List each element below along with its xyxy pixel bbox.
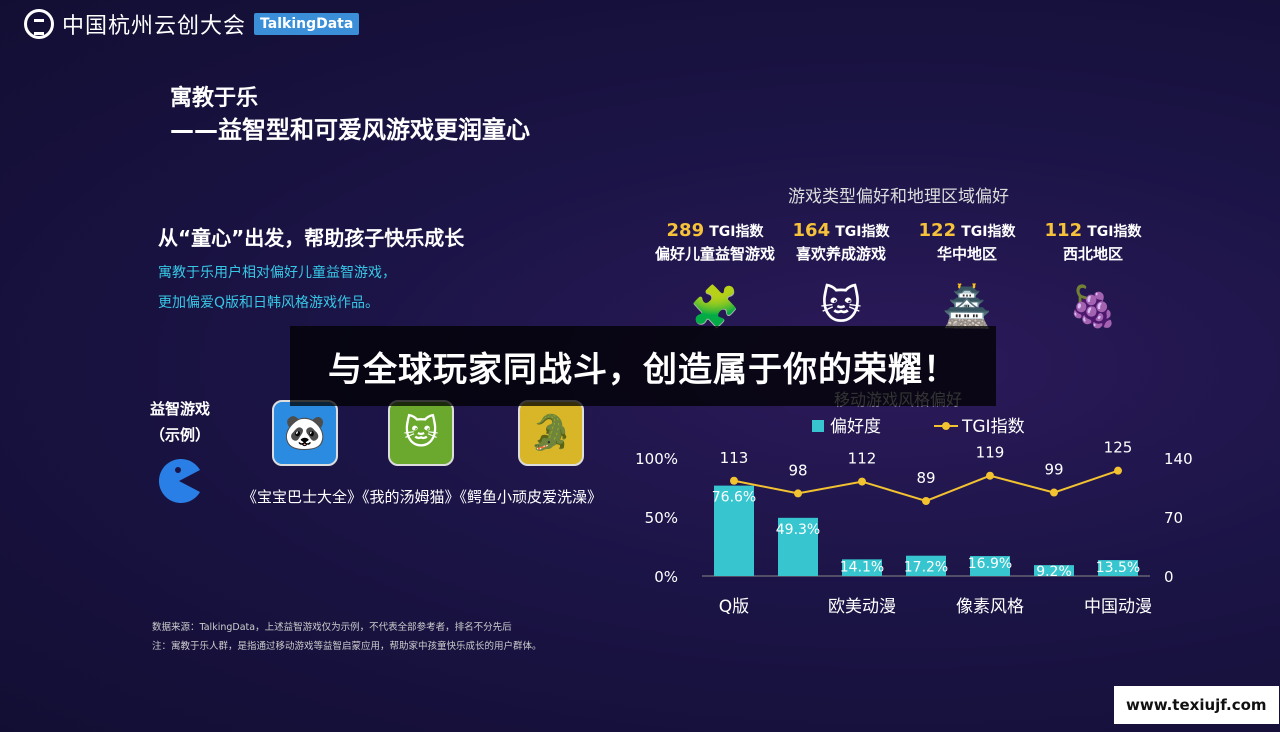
games-caption: 《宝宝巴士大全》《我的汤姆猫》《鳄鱼小顽皮爱洗澡》 — [242, 488, 603, 506]
footnote-note: 注：寓教于乐人群，是指通过移动游戏等益智启蒙应用，帮助家中孩童快乐成长的用户群体… — [152, 641, 542, 652]
stat-1: 289 TGI指数偏好儿童益智游戏 — [640, 220, 790, 264]
stat-unit: TGI指数 — [835, 224, 890, 240]
bar-value-label: 13.5% — [1096, 560, 1140, 576]
tgi-point — [730, 476, 738, 485]
stat-3: 122 TGI指数华中地区 — [892, 220, 1042, 264]
tgi-value-label: 113 — [720, 449, 749, 467]
tgi-value-label: 89 — [916, 469, 935, 487]
header-logo: 中国杭州云创大会 TalkingData — [24, 8, 360, 40]
pagoda-icon: 🏯 — [942, 283, 992, 330]
stat-value: 122 — [918, 220, 957, 241]
bar-value-label: 17.2% — [904, 560, 948, 576]
y-left-tick: 50% — [645, 509, 678, 527]
logo-text: 中国杭州云创大会 — [62, 14, 247, 39]
x-tick-label: Q版 — [719, 597, 749, 617]
legend-bar-label: 偏好度 — [830, 417, 881, 437]
grapes-icon: 🍇 — [1068, 283, 1118, 330]
bar-value-label: 16.9% — [968, 556, 1012, 572]
description-line-1: 寓教于乐用户相对偏好儿童益智游戏， — [158, 265, 396, 281]
watermark: www.texiujf.com — [1114, 686, 1279, 724]
tgi-point — [922, 496, 930, 505]
y-right-tick: 70 — [1164, 509, 1183, 527]
x-tick-label: 欧美动漫 — [828, 597, 896, 617]
puzzle-icon: 🧩 — [690, 283, 740, 330]
bar — [1034, 565, 1074, 576]
tgi-value-label: 119 — [976, 444, 1005, 462]
page-title: 寓教于乐 — [170, 86, 259, 111]
footnote-source: 数据来源：TalkingData，上述益智游戏仅为示例，不代表全部参考者，排名不… — [152, 622, 512, 633]
preference-title: 游戏类型偏好和地理区域偏好 — [788, 187, 1009, 207]
overlay-banner: 与全球玩家同战斗，创造属于你的荣耀！ — [290, 326, 996, 406]
section-heading: 从“童心”出发，帮助孩子快乐成长 — [158, 226, 465, 250]
edu-games-label: 益智游戏 （示例） — [140, 396, 220, 448]
section-description: 寓教于乐用户相对偏好儿童益智游戏， 更加偏爱Q版和日韩风格游戏作品。 — [158, 258, 478, 318]
bar-value-label: 14.1% — [840, 559, 884, 575]
edu-label-line1: 益智游戏 — [149, 400, 210, 418]
tgi-value-label: 99 — [1044, 461, 1063, 479]
tgi-value-label: 98 — [788, 461, 807, 479]
panda-bus-app-icon: 🐼 — [272, 400, 338, 466]
talkingdata-badge: TalkingData — [254, 13, 360, 35]
tgi-value-label: 112 — [848, 450, 877, 468]
tgi-point — [794, 489, 802, 498]
bar — [1098, 560, 1138, 576]
x-tick-label: 像素风格 — [956, 597, 1024, 617]
tgi-point — [1050, 488, 1058, 497]
y-right-tick: 0 — [1164, 568, 1174, 586]
stat-value: 112 — [1044, 220, 1083, 241]
legend-line-label: TGI指数 — [961, 417, 1025, 437]
stat-value: 164 — [792, 220, 831, 241]
stat-desc: 西北地区 — [1062, 245, 1123, 263]
stat-value: 289 — [666, 220, 705, 241]
y-left-tick: 100% — [635, 450, 678, 468]
stat-unit: TGI指数 — [709, 224, 764, 240]
y-left-tick: 0% — [654, 568, 678, 586]
stat-desc: 偏好儿童益智游戏 — [654, 245, 775, 263]
cloud-logo-icon — [24, 9, 54, 39]
bar-value-label: 9.2% — [1036, 564, 1072, 580]
stat-desc: 喜欢养成游戏 — [795, 245, 886, 263]
bar — [778, 517, 818, 576]
stat-desc: 华中地区 — [936, 245, 997, 263]
legend-line-marker — [942, 422, 950, 430]
bar-value-label: 76.6% — [712, 490, 756, 506]
banner-text: 与全球玩家同战斗，创造属于你的荣耀！ — [328, 349, 958, 390]
cat-icon: 🐱 — [820, 283, 862, 329]
bar — [842, 559, 882, 576]
bar — [906, 555, 946, 576]
tgi-point — [1114, 466, 1122, 475]
bar-value-label: 49.3% — [776, 522, 820, 538]
edu-label-line2: （示例） — [149, 426, 210, 444]
y-right-tick: 140 — [1164, 450, 1193, 468]
legend-bar-swatch — [812, 420, 824, 432]
tgi-value-label: 125 — [1104, 439, 1133, 457]
bar — [970, 556, 1010, 576]
tgi-point — [986, 471, 994, 480]
tgi-point — [858, 477, 866, 486]
description-line-2: 更加偏爱Q版和日韩风格游戏作品。 — [158, 295, 380, 311]
stat-4: 112 TGI指数西北地区 — [1018, 220, 1168, 264]
bar — [714, 485, 754, 576]
crocodile-app-icon: 🐊 — [518, 400, 584, 466]
talking-tom-app-icon: 🐱 — [388, 400, 454, 466]
stat-unit: TGI指数 — [1087, 224, 1142, 240]
stat-2: 164 TGI指数喜欢养成游戏 — [766, 220, 916, 264]
stat-unit: TGI指数 — [961, 224, 1016, 240]
style-preference-chart: 偏好度 TGI指数 100% 50% 0% 140 70 0 76.6% 49.3% 14.1% 17… — [635, 417, 1193, 617]
x-tick-label: 中国动漫 — [1084, 597, 1152, 617]
pacman-icon — [158, 459, 200, 503]
page-subtitle: ——益智型和可爱风游戏更润童心 — [170, 116, 530, 144]
